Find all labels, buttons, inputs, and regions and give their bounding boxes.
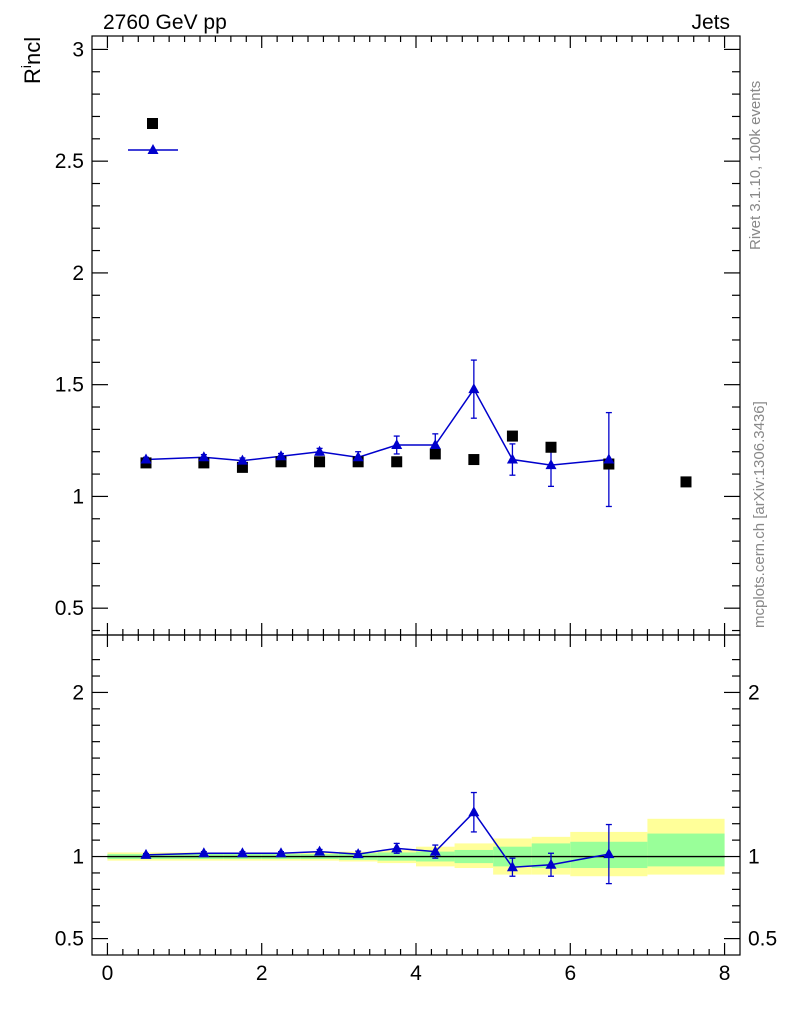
x-tick-label: 2 [256, 962, 268, 985]
y-tick-label: 1 [72, 846, 84, 869]
ratio-band-green [647, 833, 725, 867]
pythia-data-point [603, 453, 615, 464]
ratio-data-point [275, 847, 287, 858]
x-tick-label: 8 [719, 962, 731, 985]
ratio-data-point [545, 858, 557, 869]
pythia-line [145, 387, 609, 466]
main-plot-frame [91, 35, 741, 636]
x-tick-label: 0 [102, 962, 114, 985]
cms-data-point [352, 456, 364, 468]
cms-data-point [680, 476, 692, 488]
cms-data-point [236, 461, 248, 473]
ratio-data-point [391, 842, 403, 853]
pythia-data-point [352, 451, 364, 462]
cms-data-point [198, 457, 210, 469]
ratio-plot-frame [91, 634, 741, 956]
mcplots-label: mcplots.cern.ch [arXiv:1306.3436] [751, 401, 768, 628]
cms-data-point [545, 441, 557, 453]
cms-data-point [275, 456, 287, 468]
y-axis-label: Rincl [18, 37, 45, 84]
y-tick-label: 1 [72, 485, 84, 508]
ratio-data-point [603, 848, 615, 859]
pythia-data-point [429, 439, 441, 450]
y-tick-label-right: 1 [748, 846, 760, 869]
y-tick-label: 2 [72, 681, 84, 704]
cms-data-point [603, 458, 615, 470]
y-tick-label: 0.5 [55, 597, 84, 620]
legend-pythia-marker [147, 144, 159, 154]
x-tick-label: 4 [410, 962, 422, 985]
x-tick-label: 6 [564, 962, 576, 985]
y-tick-label: 2.5 [55, 150, 84, 173]
ratio-data-point [468, 806, 480, 817]
pythia-data-point [314, 445, 326, 456]
ratio-data-point [352, 848, 364, 859]
ratio-line [145, 811, 609, 868]
ratio-data-point [314, 845, 326, 856]
cms-data-point [506, 430, 518, 442]
y-tick-label: 2 [72, 262, 84, 285]
ratio-data-point [506, 861, 518, 872]
pythia-data-point [506, 453, 518, 464]
ratio-data-point [429, 845, 441, 856]
y-tick-label: 3 [72, 38, 84, 61]
ratio-data-point [140, 848, 152, 859]
pythia-data-point [468, 383, 480, 394]
rivet-label: Rivet 3.1.10, 100k events [747, 81, 764, 250]
pythia-data-point [140, 453, 152, 464]
pythia-data-point [236, 454, 248, 465]
legend-cms-marker [147, 118, 158, 129]
y-tick-label-right: 0.5 [748, 928, 777, 951]
pythia-data-point [391, 439, 403, 450]
header-left-label: 2760 GeV pp [103, 11, 227, 34]
y-tick-label: 1.5 [55, 374, 84, 397]
cms-data-point [391, 456, 403, 468]
cms-data-point [429, 448, 441, 460]
pythia-data-point [275, 450, 287, 461]
cms-data-point [314, 456, 326, 468]
header-right-label: Jets [691, 11, 730, 34]
y-tick-label: 0.5 [55, 928, 84, 951]
pythia-data-point [198, 451, 210, 462]
pythia-data-point [545, 459, 557, 470]
ratio-data-point [236, 847, 248, 858]
y-tick-label-right: 2 [748, 681, 760, 704]
cms-data-point [468, 454, 480, 466]
ratio-data-point [198, 847, 210, 858]
